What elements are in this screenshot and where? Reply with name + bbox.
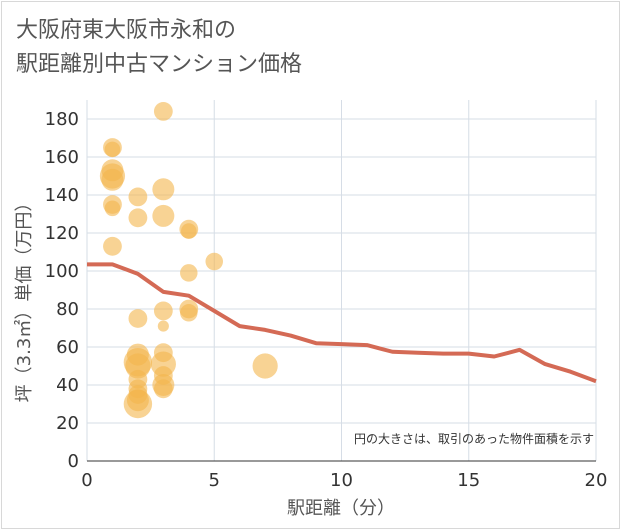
price-bubble	[128, 385, 148, 404]
chart-title: 大阪府東大阪市永和の 駅距離別中古マンション価格	[16, 14, 302, 82]
chart-title-line-2: 駅距離別中古マンション価格	[16, 52, 303, 77]
y-tick-label: 40	[56, 375, 79, 396]
price-bubble	[181, 223, 197, 239]
bubble-size-note: 円の大きさは、取引のあった物件面積を示す	[354, 431, 594, 446]
price-bubble	[157, 320, 169, 332]
trend-line	[87, 262, 597, 384]
y-tick-label: 160	[45, 147, 79, 168]
price-bubble	[101, 168, 124, 191]
x-tick-label: 20	[585, 470, 608, 491]
y-tick-label: 180	[45, 109, 79, 130]
y-tick-label: 80	[56, 299, 79, 320]
y-tick-label: 140	[45, 185, 79, 206]
x-tick-label: 15	[457, 470, 480, 491]
price-bubble	[152, 204, 175, 227]
transaction-bubbles	[99, 102, 278, 419]
price-bubble	[153, 301, 173, 321]
x-axis-label: 駅距離（分）	[287, 498, 395, 519]
average-price-line	[87, 262, 597, 384]
y-tick-label: 120	[45, 223, 79, 244]
price-bubble	[153, 102, 173, 121]
price-bubble	[128, 208, 148, 228]
price-bubble	[128, 187, 148, 207]
price-bubble	[180, 264, 198, 282]
price-bubble	[205, 252, 224, 271]
price-bubble	[103, 236, 122, 256]
price-bubble	[128, 309, 148, 328]
price-bubble	[252, 353, 278, 379]
y-tick-label: 60	[56, 337, 79, 358]
chart-title-line-1: 大阪府東大阪市永和の	[16, 18, 237, 43]
price-bubble	[152, 178, 175, 201]
price-bubble	[125, 353, 151, 379]
price-bubble	[180, 304, 198, 322]
y-tick-label: 20	[56, 413, 79, 434]
y-axis-label: 坪（3.3㎡）単価（万円）	[13, 194, 35, 403]
y-tick-label: 100	[45, 261, 79, 282]
axes: 0 20 40 60 80 100 120 140 160 180 0 5 10 15 20	[45, 109, 608, 491]
price-bubble	[104, 141, 121, 158]
y-tick-label: 0	[68, 451, 79, 472]
price-bubble	[104, 200, 121, 217]
x-tick-label: 5	[209, 470, 220, 491]
price-bubble	[153, 379, 173, 399]
x-tick-label: 0	[81, 470, 92, 491]
x-tick-label: 10	[330, 470, 353, 491]
grid-lines	[86, 100, 597, 462]
